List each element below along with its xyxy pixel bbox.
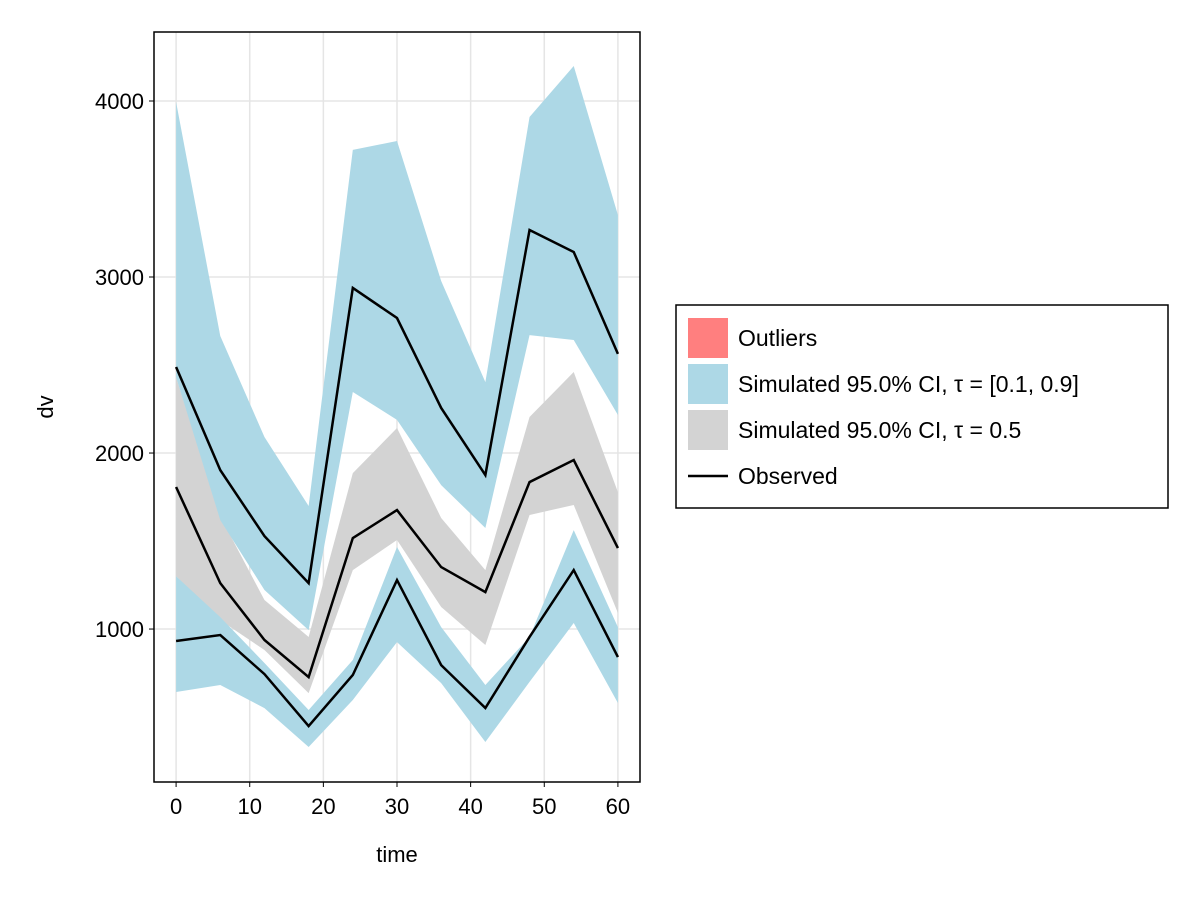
observed-lines: [174, 228, 620, 728]
y-tick-label: 4000: [95, 89, 144, 114]
ci-band-0: [176, 372, 618, 694]
legend-swatch: [688, 318, 728, 358]
legend-label: Simulated 95.0% CI, τ = [0.1, 0.9]: [738, 371, 1079, 397]
x-tick-label: 40: [458, 794, 482, 819]
y-axis-ticks: 1000 2000 3000 4000: [95, 89, 154, 642]
y-tick-label: 3000: [95, 265, 144, 290]
ci-band-1: [176, 65, 618, 631]
legend-label: Observed: [738, 463, 838, 489]
x-tick-label: 50: [532, 794, 556, 819]
y-axis-label: dv: [33, 395, 58, 418]
observed-line-q0.9: [174, 228, 620, 586]
x-tick-label: 60: [606, 794, 630, 819]
x-tick-label: 30: [385, 794, 409, 819]
x-tick-label: 10: [237, 794, 261, 819]
x-axis-label: time: [376, 842, 418, 867]
observed-line-q0.5: [174, 458, 620, 680]
y-tick-label: 2000: [95, 441, 144, 466]
x-tick-label: 20: [311, 794, 335, 819]
x-axis-ticks: 0 10 20 30 40 50 60: [170, 782, 630, 819]
ci-bands: [176, 65, 618, 747]
legend-label: Simulated 95.0% CI, τ = 0.5: [738, 417, 1021, 443]
legend-frame: [675, 304, 1169, 509]
x-tick-label: 0: [170, 794, 182, 819]
ci-band-2: [176, 530, 618, 747]
y-tick-label: 1000: [95, 617, 144, 642]
observed-line-q0.1: [175, 567, 620, 728]
legend: Outliers Simulated 95.0% CI, τ = [0.1, 0.…: [675, 304, 1169, 509]
legend-label: Outliers: [738, 325, 817, 351]
legend-swatch: [688, 364, 728, 404]
legend-swatch: [688, 410, 728, 450]
